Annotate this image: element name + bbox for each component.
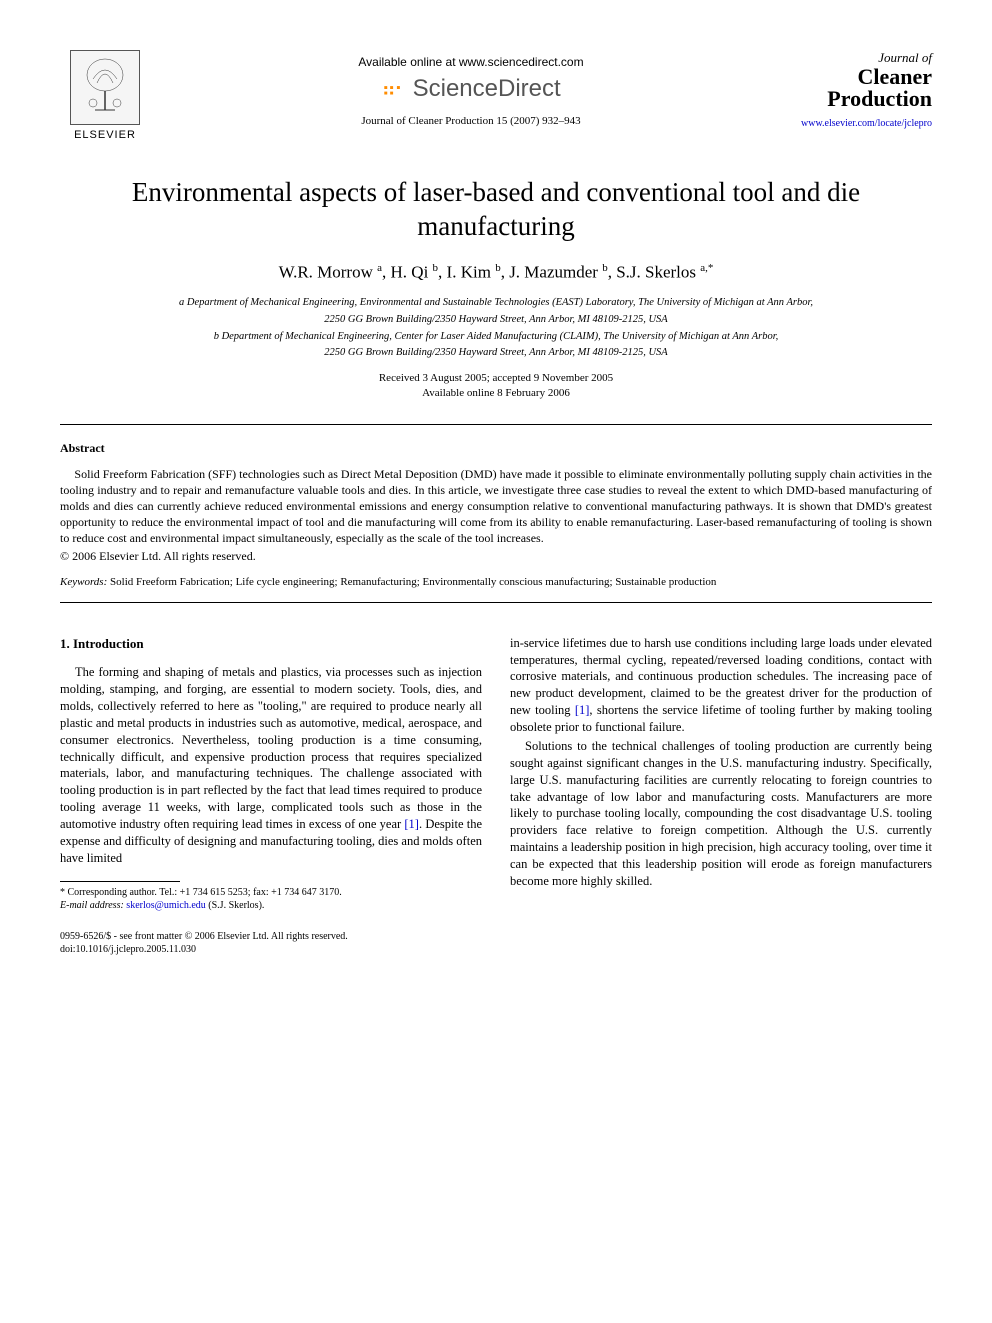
keywords-text: Solid Freeform Fabrication; Life cycle e… — [107, 576, 716, 588]
abstract-copyright: © 2006 Elsevier Ltd. All rights reserved… — [60, 549, 932, 564]
journal-name-2: Production — [792, 88, 932, 110]
affiliation-a-line2: 2250 GG Brown Building/2350 Hayward Stre… — [60, 313, 932, 328]
journal-citation: Journal of Cleaner Production 15 (2007) … — [150, 115, 792, 127]
email-label: E-mail address: — [60, 900, 124, 911]
page-header: ELSEVIER Available online at www.science… — [60, 50, 932, 141]
footer-meta: 0959-6526/$ - see front matter © 2006 El… — [60, 930, 932, 956]
online-date: Available online 8 February 2006 — [422, 387, 570, 399]
intro-para-1-cont: in-service lifetimes due to harsh use co… — [510, 635, 932, 736]
corresponding-author-footnote: * Corresponding author. Tel.: +1 734 615… — [60, 886, 482, 912]
doi-text: doi:10.1016/j.jclepro.2005.11.030 — [60, 944, 196, 955]
article-dates: Received 3 August 2005; accepted 9 Novem… — [60, 371, 932, 402]
section-1-heading: 1. Introduction — [60, 635, 482, 653]
available-online-text: Available online at www.sciencedirect.co… — [150, 55, 792, 69]
elsevier-tree-icon — [70, 50, 140, 125]
ref-link-1b[interactable]: [1] — [575, 703, 590, 717]
front-matter-text: 0959-6526/$ - see front matter © 2006 El… — [60, 931, 348, 942]
keywords-label: Keywords: — [60, 576, 107, 588]
affiliation-b-line1: b Department of Mechanical Engineering, … — [60, 330, 932, 345]
elsevier-label: ELSEVIER — [74, 129, 136, 141]
abstract-body: Solid Freeform Fabrication (SFF) technol… — [60, 466, 932, 547]
center-header: Available online at www.sciencedirect.co… — [150, 50, 792, 127]
corr-email-link[interactable]: skerlos@umich.edu — [126, 900, 205, 911]
sd-dots-icon: ⠶⠂ — [381, 77, 406, 102]
sciencedirect-logo: ⠶⠂ ScienceDirect — [150, 75, 792, 103]
affiliation-b-line2: 2250 GG Brown Building/2350 Hayward Stre… — [60, 346, 932, 361]
body-columns: 1. Introduction The forming and shaping … — [60, 635, 932, 912]
keywords-line: Keywords: Solid Freeform Fabrication; Li… — [60, 576, 932, 588]
intro-para-2: Solutions to the technical challenges of… — [510, 738, 932, 890]
elsevier-logo-block: ELSEVIER — [60, 50, 150, 141]
journal-url-link[interactable]: www.elsevier.com/locate/jclepro — [792, 118, 932, 129]
footnote-rule — [60, 881, 180, 882]
email-suffix: (S.J. Skerlos). — [206, 900, 265, 911]
journal-logo-block: Journal of Cleaner Production www.elsevi… — [792, 50, 932, 129]
received-date: Received 3 August 2005; accepted 9 Novem… — [379, 372, 613, 384]
corr-author-text: * Corresponding author. Tel.: +1 734 615… — [60, 887, 342, 898]
sd-brand-text: ScienceDirect — [413, 75, 561, 103]
author-list: W.R. Morrow a, H. Qi b, I. Kim b, J. Maz… — [60, 262, 932, 283]
rule-below-keywords — [60, 602, 932, 603]
rule-above-abstract — [60, 424, 932, 425]
intro-para-1: The forming and shaping of metals and pl… — [60, 664, 482, 867]
journal-name-1: Cleaner — [792, 66, 932, 88]
abstract-heading: Abstract — [60, 441, 932, 456]
article-title: Environmental aspects of laser-based and… — [60, 176, 932, 244]
ref-link-1[interactable]: [1] — [404, 817, 419, 831]
affiliation-a-line1: a Department of Mechanical Engineering, … — [60, 296, 932, 311]
